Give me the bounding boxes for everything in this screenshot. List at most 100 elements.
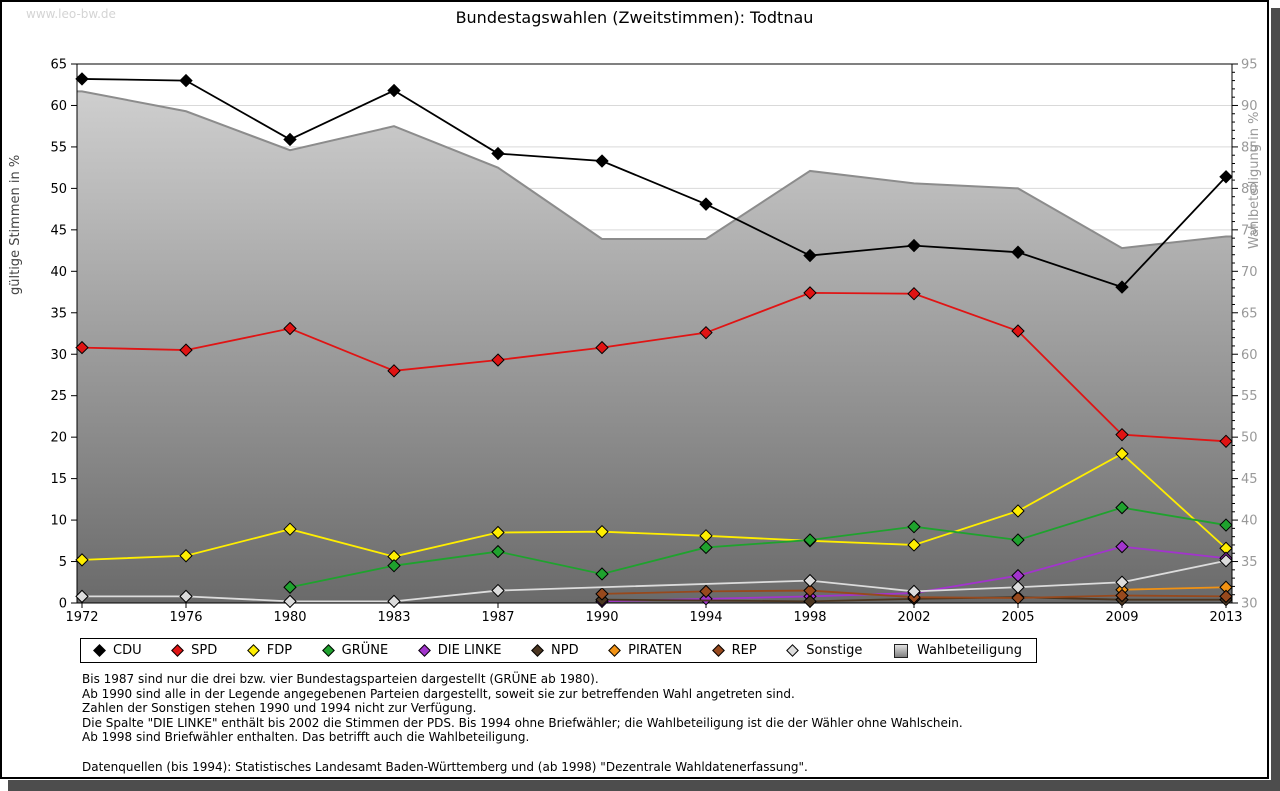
- data-point-spd: [907, 286, 921, 301]
- legend-marker-diamond: [171, 644, 185, 657]
- data-point-fdp: [907, 538, 921, 552]
- legend-label: Sonstige: [806, 643, 863, 658]
- svg-text:95: 95: [1241, 58, 1258, 73]
- data-point-gr-ne: [699, 540, 713, 555]
- svg-text:25: 25: [50, 389, 67, 404]
- footnote-line: Bis 1987 sind nur die drei bzw. vier Bun…: [82, 672, 599, 686]
- report-page: www.leo-bw.de Bundestagswahlen (Zweitsti…: [0, 0, 1269, 779]
- data-point-gr-ne: [491, 544, 505, 559]
- data-point-spd: [699, 325, 713, 340]
- legend-label: REP: [731, 643, 757, 658]
- series-sonstige: [75, 554, 1233, 609]
- svg-text:85: 85: [1241, 140, 1258, 155]
- data-point-spd: [491, 353, 505, 367]
- data-point-sonstige: [283, 594, 297, 609]
- svg-text:65: 65: [1241, 306, 1258, 321]
- svg-text:2013: 2013: [1209, 610, 1242, 625]
- svg-text:1998: 1998: [793, 610, 826, 625]
- right-axis: 30 35 40 45 50 55 60 65 70 75 80 85 90 95: [1232, 58, 1258, 612]
- data-point-fdp: [595, 524, 609, 539]
- legend-marker-diamond: [786, 644, 800, 657]
- legend-item-fdp: FDP: [246, 643, 292, 658]
- legend-label: Wahlbeteiligung: [916, 643, 1022, 658]
- svg-text:40: 40: [1241, 514, 1258, 529]
- svg-text:30: 30: [1241, 597, 1258, 612]
- data-point-fdp: [1115, 447, 1129, 461]
- svg-text:1990: 1990: [585, 610, 618, 625]
- footnote-lines: Bis 1987 sind nur die drei bzw. vier Bun…: [82, 672, 963, 745]
- legend-marker-diamond: [417, 644, 431, 657]
- data-point-gr-ne: [803, 533, 817, 547]
- right-axis-title: Wahlbeteiligung in %: [1247, 112, 1262, 249]
- footnote-line: Die Spalte "DIE LINKE" enthält bis 2002 …: [82, 715, 963, 730]
- svg-text:70: 70: [1241, 265, 1258, 280]
- svg-text:55: 55: [50, 140, 67, 155]
- legend-item-sonstige: Sonstige: [786, 643, 863, 658]
- svg-text:90: 90: [1241, 99, 1258, 114]
- data-point-die-linke: [699, 592, 713, 606]
- svg-text:5: 5: [59, 555, 67, 570]
- data-point-fdp: [283, 522, 297, 536]
- svg-text:1980: 1980: [273, 610, 306, 625]
- legend-item-wahlbeteiligung: Wahlbeteiligung: [893, 643, 1022, 658]
- data-point-rep: [1219, 589, 1233, 604]
- data-point-fdp: [179, 549, 193, 563]
- legend-label: DIE LINKE: [437, 643, 502, 658]
- legend-marker-diamond: [246, 644, 260, 657]
- legend-item-gr-ne: GRÜNE: [321, 643, 388, 658]
- data-point-sonstige: [491, 583, 505, 598]
- page-shadow-right: [1271, 8, 1280, 791]
- election-line-chart: 0 5 10 15 20 25 30 35 40 45 50 55 60 65 gültige Stimme…: [8, 58, 1262, 625]
- svg-text:1983: 1983: [377, 610, 410, 625]
- svg-text:2005: 2005: [1001, 610, 1034, 625]
- data-point-spd: [179, 343, 193, 357]
- svg-text:0: 0: [59, 597, 67, 612]
- data-point-gr-ne: [1115, 500, 1129, 515]
- svg-text:1994: 1994: [689, 610, 722, 625]
- svg-text:35: 35: [1241, 555, 1258, 570]
- svg-text:50: 50: [1241, 431, 1258, 446]
- x-axis: 1972 1976 1980 1983 1987 1990 1994 1998 2002 2005…: [65, 603, 1243, 625]
- data-point-rep: [803, 583, 817, 598]
- svg-text:45: 45: [1241, 472, 1258, 487]
- page-shadow-bottom: [8, 780, 1272, 791]
- svg-text:15: 15: [50, 472, 67, 487]
- data-point-gr-ne: [1219, 518, 1233, 532]
- data-point-spd: [75, 340, 89, 355]
- data-point-spd: [1011, 324, 1025, 338]
- legend-marker-square: [893, 643, 908, 658]
- data-point-sonstige: [179, 589, 193, 604]
- svg-text:75: 75: [1241, 223, 1258, 238]
- series-fdp: [75, 447, 1233, 567]
- series-gr-ne: [283, 500, 1233, 594]
- data-point-cdu: [283, 132, 297, 147]
- legend-item-cdu: CDU: [93, 643, 142, 658]
- data-point-sonstige: [1011, 580, 1025, 594]
- data-point-gr-ne: [907, 520, 921, 534]
- chart-legend: CDU SPD FDP GRÜNE DIE LINKE NPD PIRATEN REP Sons…: [80, 638, 1037, 663]
- svg-text:35: 35: [50, 306, 67, 321]
- svg-text:40: 40: [50, 265, 67, 280]
- datasource-note: Datenquellen (bis 1994): Statistisches L…: [82, 759, 808, 774]
- legend-marker-diamond: [608, 644, 621, 657]
- data-point-sonstige: [803, 573, 817, 588]
- data-point-fdp: [75, 553, 89, 567]
- page-title: Bundestagswahlen (Zweitstimmen): Todtnau: [455, 8, 814, 27]
- svg-text:55: 55: [1241, 389, 1258, 404]
- data-point-fdp: [491, 525, 505, 540]
- data-point-cdu: [1011, 245, 1025, 259]
- data-point-rep: [1011, 591, 1025, 605]
- svg-text:2002: 2002: [897, 610, 930, 625]
- legend-label: PIRATEN: [628, 643, 683, 658]
- data-point-spd: [387, 364, 401, 378]
- footnote-line: Zahlen der Sonstigen stehen 1990 und 199…: [82, 701, 477, 715]
- legend-item-npd: NPD: [531, 643, 579, 658]
- legend-label: SPD: [191, 643, 218, 658]
- left-axis-title: gültige Stimmen in %: [8, 155, 23, 295]
- svg-text:1976: 1976: [169, 610, 202, 625]
- svg-text:10: 10: [50, 514, 67, 529]
- svg-text:65: 65: [50, 58, 67, 73]
- legend-label: NPD: [551, 643, 579, 658]
- data-point-cdu: [803, 248, 817, 263]
- data-point-sonstige: [387, 594, 401, 609]
